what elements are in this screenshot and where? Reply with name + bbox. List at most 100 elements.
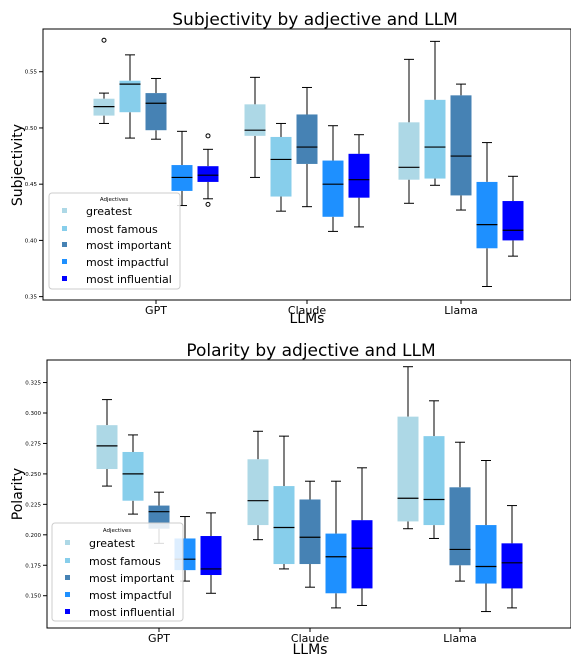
legend: Adjectives greatest most famous most imp… <box>51 522 184 622</box>
y-tick-label: 0.55 <box>25 70 38 76</box>
legend-swatch <box>62 276 67 281</box>
legend-swatch <box>62 242 67 247</box>
box-iqr <box>296 114 318 164</box>
box-most-influential-gpt <box>197 133 219 207</box>
box-iqr <box>348 153 370 198</box>
x-tick-label: GPT <box>148 632 170 645</box>
box-most-influential-gpt <box>200 512 222 594</box>
y-tick-label: 0.225 <box>25 502 41 508</box>
y-tick-label: 0.35 <box>25 295 38 301</box>
legend-label: most important <box>89 572 175 585</box>
subjectivity-chart: Subjectivity by adjective and LLM 0.35 0.… <box>10 10 571 327</box>
box-most-influential-claude <box>348 134 370 228</box>
box-most-famous-claude <box>270 122 292 212</box>
box-plots <box>93 37 524 288</box>
y-tick-label: 0.45 <box>25 182 38 188</box>
legend-swatch <box>65 592 70 597</box>
box-iqr <box>119 80 141 113</box>
box-iqr <box>501 543 523 589</box>
legend-label: most famous <box>89 555 161 568</box>
legend-label: most influential <box>89 606 175 619</box>
y-tick-label: 0.325 <box>25 381 41 387</box>
box-most-impactful-claude <box>325 480 347 609</box>
box-greatest-llama <box>398 58 420 204</box>
box-iqr <box>322 160 344 217</box>
y-axis-label: Polarity <box>10 468 26 520</box>
x-axis-ticks: GPT Claude Llama <box>145 300 478 317</box>
box-most-influential-llama <box>502 175 524 257</box>
box-most-important-llama <box>449 441 471 582</box>
y-tick-label: 0.300 <box>25 411 41 417</box>
box-most-famous-llama <box>423 400 445 539</box>
box-iqr <box>273 486 295 565</box>
legend-label: most important <box>86 239 172 252</box>
legend-swatch <box>65 575 70 580</box>
box-greatest-gpt <box>96 399 118 487</box>
box-iqr <box>299 499 321 565</box>
box-greatest-llama <box>397 366 419 530</box>
box-most-important-claude <box>296 86 318 208</box>
legend-box <box>48 192 181 290</box>
y-tick-label: 0.275 <box>25 441 41 447</box>
outlier-point <box>101 37 107 43</box>
y-tick-label: 0.250 <box>25 472 41 478</box>
box-iqr <box>197 166 219 182</box>
y-tick-label: 0.200 <box>25 533 41 539</box>
x-axis-ticks: GPT Claude Llama <box>148 628 477 645</box>
box-iqr <box>424 99 446 179</box>
legend-swatch <box>65 540 70 545</box>
y-axis-ticks: 0.150 0.175 0.200 0.225 0.250 0.275 0.300 0.325 <box>25 381 47 600</box>
box-iqr <box>423 436 445 526</box>
x-axis-label: LLMs <box>290 311 325 327</box>
y-tick-label: 0.40 <box>25 238 38 244</box>
legend-label: most famous <box>86 223 158 236</box>
legend-label: greatest <box>86 205 133 218</box>
box-iqr <box>200 536 222 576</box>
box-most-famous-claude <box>273 435 295 570</box>
box-iqr <box>244 104 266 136</box>
box-most-influential-claude <box>351 467 373 606</box>
x-tick-label: Claude <box>291 632 329 645</box>
legend-swatch <box>65 558 70 563</box>
box-iqr <box>325 533 347 594</box>
box-most-impactful-gpt <box>171 130 193 207</box>
legend-swatch <box>62 259 67 264</box>
x-tick-label: Llama <box>443 632 476 645</box>
chart-title: Subjectivity by adjective and LLM <box>172 10 458 30</box>
legend-label: greatest <box>89 537 136 550</box>
box-most-famous-gpt <box>122 434 144 515</box>
legend-box <box>51 522 184 622</box>
outlier-point <box>205 201 211 207</box>
legend-title: Adjectives <box>100 197 128 203</box>
legend-label: most impactful <box>86 256 169 269</box>
box-iqr <box>449 487 471 566</box>
legend-swatch <box>62 208 67 213</box>
legend: Adjectives greatest most famous most imp… <box>48 192 181 290</box>
box-iqr <box>247 459 269 526</box>
x-tick-label: Llama <box>444 304 477 317</box>
box-iqr <box>502 201 524 241</box>
box-greatest-claude <box>247 430 269 541</box>
box-iqr <box>450 95 472 196</box>
box-plots <box>96 366 523 613</box>
box-most-important-llama <box>450 83 472 211</box>
box-most-impactful-llama <box>475 460 497 613</box>
box-iqr <box>475 525 497 584</box>
chart-title: Polarity by adjective and LLM <box>186 341 435 361</box>
box-iqr <box>270 136 292 197</box>
box-most-influential-llama <box>501 505 523 609</box>
box-most-important-gpt <box>145 77 167 140</box>
legend-label: most influential <box>86 273 172 286</box>
legend-label: most impactful <box>89 589 172 602</box>
legend-swatch <box>62 226 67 231</box>
box-greatest-claude <box>244 76 266 178</box>
box-most-famous-llama <box>424 40 446 186</box>
box-most-famous-gpt <box>119 54 141 139</box>
legend-title: Adjectives <box>103 528 131 534</box>
y-tick-label: 0.150 <box>25 594 41 600</box>
box-iqr <box>476 181 498 249</box>
box-iqr <box>122 451 144 501</box>
x-axis-label: LLMs <box>293 642 328 658</box>
y-axis-ticks: 0.35 0.40 0.45 0.50 0.55 <box>25 70 43 301</box>
